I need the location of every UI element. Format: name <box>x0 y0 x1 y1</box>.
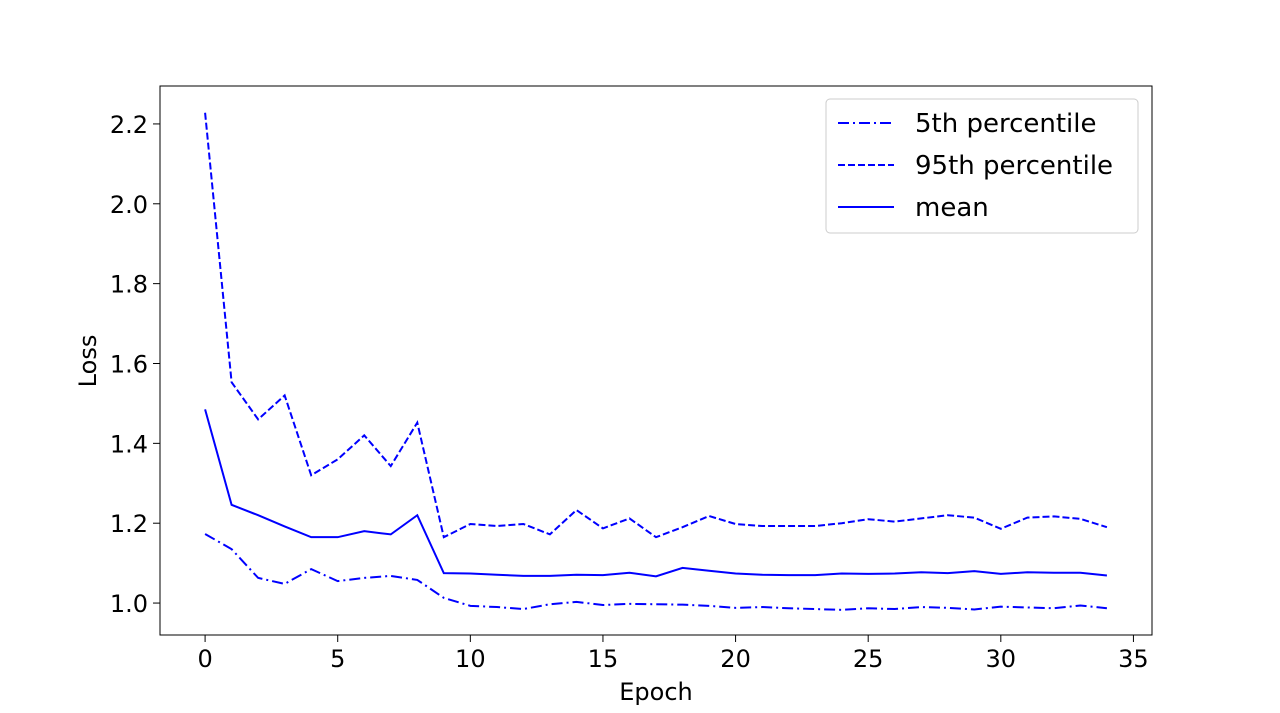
series-layer <box>204 112 1108 611</box>
y-tick-label: 1.6 <box>110 350 148 378</box>
legend-label-5th-percentile: 5th percentile <box>915 109 1097 139</box>
series-line-5th-percentile <box>204 533 1108 611</box>
y-axis-ticks: 1.0 1.2 1.4 1.6 1.8 2.0 2.2 <box>110 111 160 618</box>
y-tick-label: 1.0 <box>110 590 148 618</box>
x-tick-label: 35 <box>1118 645 1149 673</box>
x-tick-label: 5 <box>330 645 345 673</box>
x-axis-label: Epoch <box>619 678 693 706</box>
x-axis-ticks: 0 5 10 15 20 25 30 35 <box>197 635 1149 673</box>
legend: 5th percentile 95th percentile mean <box>825 98 1139 234</box>
x-tick-label: 20 <box>720 645 751 673</box>
legend-box <box>825 98 1139 234</box>
series-line-95th-percentile <box>204 112 1108 539</box>
y-tick-label: 2.0 <box>110 191 148 219</box>
series-line-mean <box>204 409 1108 578</box>
x-tick-label: 15 <box>588 645 619 673</box>
y-axis-label: Loss <box>74 335 102 388</box>
x-tick-label: 10 <box>455 645 486 673</box>
y-tick-label: 1.8 <box>110 271 148 299</box>
y-tick-label: 2.2 <box>110 111 148 139</box>
x-tick-label: 0 <box>197 645 212 673</box>
legend-label-95th-percentile: 95th percentile <box>915 151 1113 181</box>
legend-entries: 5th percentile 95th percentile mean <box>838 109 1113 223</box>
x-tick-label: 25 <box>853 645 884 673</box>
x-tick-label: 30 <box>986 645 1017 673</box>
y-tick-label: 1.4 <box>110 430 148 458</box>
legend-label-mean: mean <box>915 193 989 223</box>
y-tick-label: 1.2 <box>110 510 148 538</box>
